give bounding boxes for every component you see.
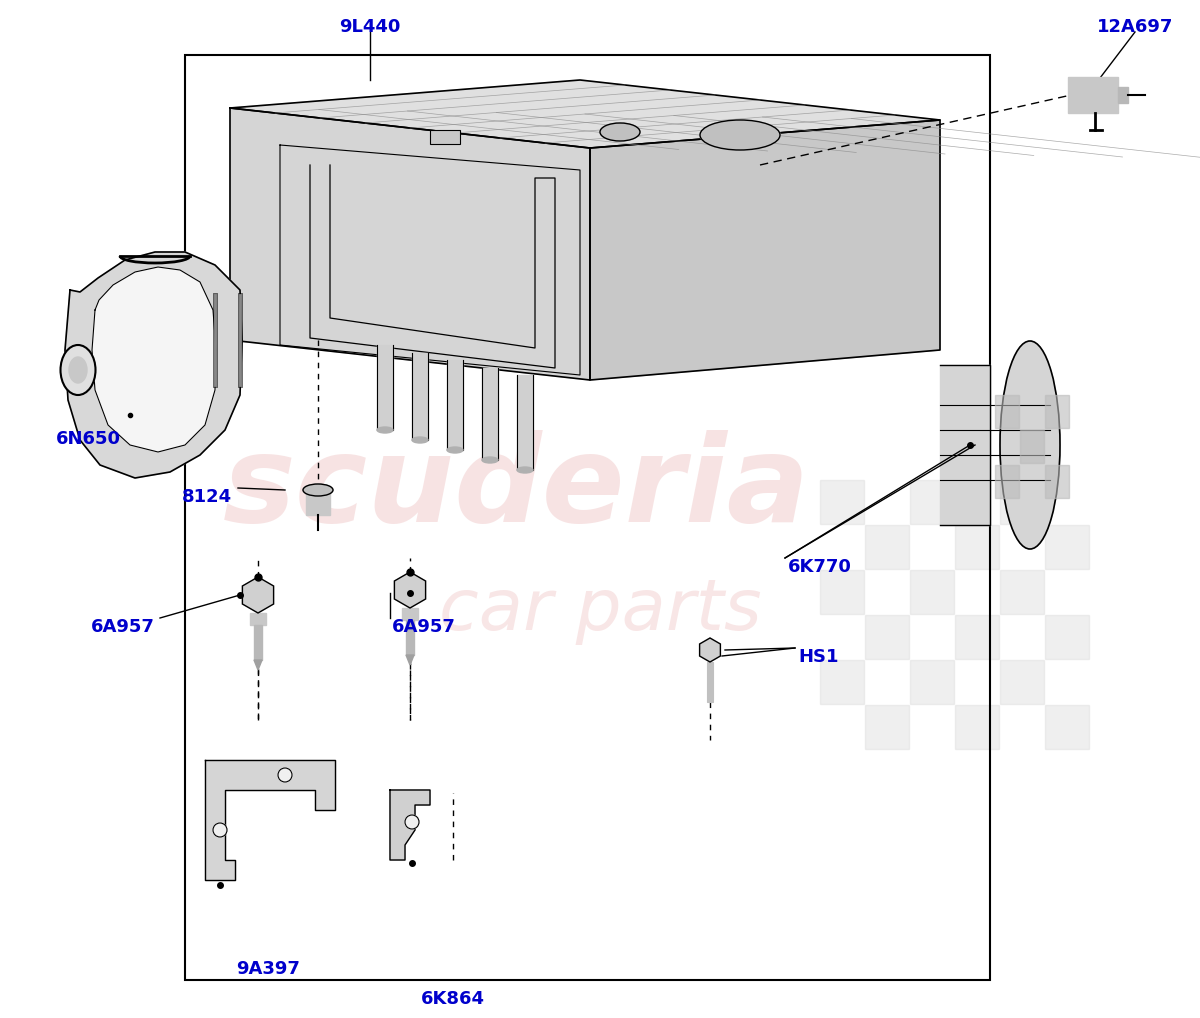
Bar	[910, 660, 954, 704]
Bar	[820, 570, 864, 614]
Bar	[820, 480, 864, 524]
Polygon shape	[205, 760, 335, 880]
Text: 9A397: 9A397	[236, 960, 300, 978]
Bar	[995, 395, 1019, 428]
Bar	[910, 570, 954, 614]
Ellipse shape	[412, 437, 428, 443]
Bar	[250, 613, 266, 625]
Polygon shape	[92, 267, 216, 452]
Ellipse shape	[302, 484, 334, 496]
Polygon shape	[940, 365, 990, 525]
Bar	[955, 615, 998, 659]
Bar	[1000, 570, 1044, 614]
Polygon shape	[395, 572, 426, 608]
Bar	[955, 705, 998, 749]
Bar	[517, 375, 533, 470]
Polygon shape	[242, 577, 274, 613]
Circle shape	[278, 768, 292, 782]
Bar	[1045, 525, 1090, 569]
Text: 6A957: 6A957	[392, 618, 456, 636]
Text: 9L440: 9L440	[340, 18, 401, 36]
Ellipse shape	[517, 467, 533, 473]
Polygon shape	[65, 252, 242, 478]
Text: 6K864: 6K864	[421, 989, 485, 1008]
Bar	[254, 625, 262, 660]
Bar	[995, 465, 1019, 498]
Bar	[820, 660, 864, 704]
Circle shape	[406, 815, 419, 829]
Circle shape	[214, 823, 227, 837]
Ellipse shape	[60, 345, 96, 395]
Ellipse shape	[377, 427, 394, 433]
Bar	[406, 620, 414, 655]
Bar	[430, 130, 460, 144]
Ellipse shape	[600, 123, 640, 142]
Text: 12A697: 12A697	[1097, 18, 1174, 36]
Bar	[910, 480, 954, 524]
Text: scuderia: scuderia	[222, 431, 810, 547]
Text: HS1: HS1	[798, 648, 839, 666]
Bar	[446, 360, 463, 450]
Bar	[402, 608, 418, 620]
Bar	[185, 55, 990, 980]
Bar	[1000, 480, 1044, 524]
Bar	[707, 662, 713, 702]
Text: 6N650: 6N650	[55, 430, 120, 448]
Polygon shape	[230, 108, 590, 380]
Ellipse shape	[446, 447, 463, 453]
Polygon shape	[700, 638, 720, 662]
Bar	[1068, 77, 1118, 113]
Text: 6A957: 6A957	[91, 618, 155, 636]
Bar	[377, 345, 394, 430]
Ellipse shape	[482, 457, 498, 463]
Bar	[865, 705, 910, 749]
Bar	[1118, 87, 1128, 103]
Bar	[1000, 660, 1044, 704]
Bar	[865, 525, 910, 569]
Bar	[482, 367, 498, 460]
Bar	[955, 525, 998, 569]
Text: car parts: car parts	[439, 576, 761, 645]
Polygon shape	[230, 80, 940, 148]
Text: 8124: 8124	[182, 488, 232, 506]
Bar	[1045, 615, 1090, 659]
Bar	[1045, 395, 1069, 428]
Ellipse shape	[1000, 341, 1060, 549]
Polygon shape	[390, 790, 430, 860]
Bar	[1020, 430, 1044, 463]
Bar	[865, 615, 910, 659]
Polygon shape	[406, 655, 414, 665]
Bar	[1045, 465, 1069, 498]
Text: 6K770: 6K770	[788, 558, 852, 576]
Bar	[1045, 705, 1090, 749]
Polygon shape	[254, 660, 262, 670]
Ellipse shape	[700, 120, 780, 150]
Ellipse shape	[70, 357, 88, 383]
Bar	[412, 353, 428, 440]
Bar	[306, 490, 330, 515]
Polygon shape	[590, 120, 940, 380]
